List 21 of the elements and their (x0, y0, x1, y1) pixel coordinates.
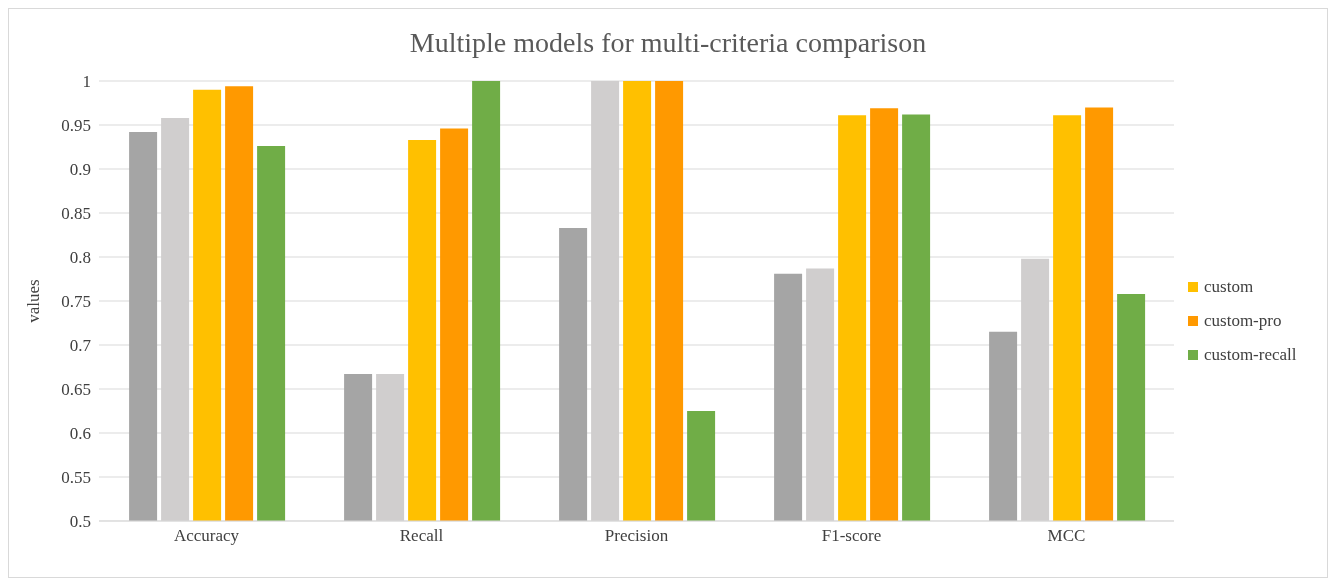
y-tick-label: 0.85 (61, 204, 91, 224)
legend-label: custom-pro (1204, 311, 1282, 331)
legend-label: custom (1204, 277, 1254, 297)
y-tick-label: 0.55 (61, 468, 91, 488)
y-tick-label: 0.5 (69, 512, 91, 532)
x-tick-label: F1-score (821, 526, 882, 546)
y-tick-label: 0.8 (69, 248, 91, 268)
x-tick-label: Accuracy (173, 526, 240, 546)
y-tick-label: 1 (82, 72, 91, 92)
y-tick-label: 0.9 (69, 160, 91, 180)
legend-label: custom-recall (1204, 345, 1297, 365)
y-tick-label: 0.65 (61, 380, 91, 400)
x-tick-label: Recall (399, 526, 444, 546)
y-tick-label: 0.6 (69, 424, 91, 444)
y-axis-title: values (24, 279, 44, 323)
x-tick-label: Precision (604, 526, 669, 546)
x-tick-label: MCC (1047, 526, 1086, 546)
y-tick-label: 0.7 (69, 336, 92, 356)
y-tick-label: 0.75 (61, 292, 91, 312)
y-tick-label: 0.95 (61, 116, 91, 136)
chart-title: Multiple models for multi-criteria comparison (408, 26, 928, 60)
